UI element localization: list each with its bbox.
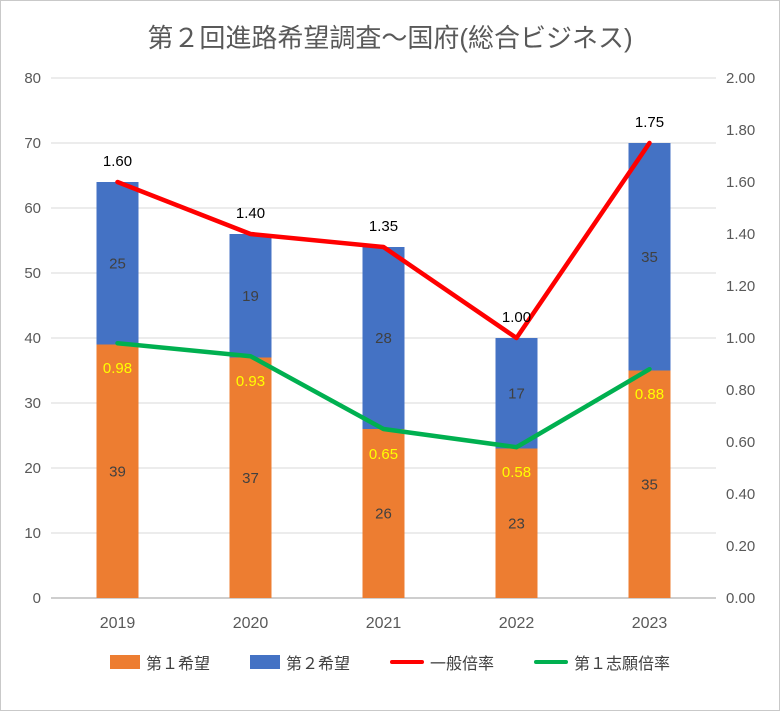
bar-data-label: 39 xyxy=(109,463,126,480)
line-data-label: 1.35 xyxy=(369,218,398,235)
bar-data-label: 19 xyxy=(242,288,259,305)
right-axis-tick-label: 0.00 xyxy=(726,590,755,607)
left-axis-tick-label: 0 xyxy=(33,590,41,607)
bar-data-label: 28 xyxy=(375,330,392,347)
right-axis-tick-label: 0.40 xyxy=(726,486,755,503)
category-axis-label: 2023 xyxy=(632,615,668,632)
line-data-label: 0.58 xyxy=(502,464,531,481)
bar-segment xyxy=(229,234,272,358)
legend-label-second-choice: 第２希望 xyxy=(285,656,350,673)
legend-swatch-line-green xyxy=(534,660,569,664)
legend-swatch-bar-blue xyxy=(249,655,280,669)
bar-data-label: 26 xyxy=(375,506,392,523)
bar-segment xyxy=(362,247,405,429)
right-axis-tick-label: 2.00 xyxy=(726,70,755,87)
combo-chart-plot-area: 0 10 20 30 40 50 60 70 80 0.00 0.20 0.40 0.60 0.80 1.0… xyxy=(24,70,755,632)
bar-segment xyxy=(495,338,538,449)
bar-segment xyxy=(628,143,671,371)
bar-data-label: 35 xyxy=(641,476,658,493)
chart-legend: 第１希望 第２希望 一般倍率 第１志願倍率 xyxy=(1,650,779,674)
left-axis-tick-label: 60 xyxy=(24,200,41,217)
line-data-label: 0.93 xyxy=(236,373,265,390)
line-data-label: 1.40 xyxy=(236,205,265,222)
bar-data-label: 17 xyxy=(508,385,525,402)
legend-item-first-application-ratio: 第１志願倍率 xyxy=(534,650,670,674)
bar-data-label: 37 xyxy=(242,470,259,487)
legend-label-first-choice: 第１希望 xyxy=(145,656,210,673)
right-axis-tick-label: 1.20 xyxy=(726,278,755,295)
left-axis-tick-label: 20 xyxy=(24,460,41,477)
legend-item-first-choice: 第１希望 xyxy=(109,650,210,674)
line-data-label: 1.00 xyxy=(502,309,531,326)
left-axis-tick-label: 30 xyxy=(24,395,41,412)
bar-segment xyxy=(96,182,139,345)
right-axis-tick-label: 0.60 xyxy=(726,434,755,451)
bar-segment xyxy=(96,344,139,598)
legend-label-general-ratio: 一般倍率 xyxy=(430,656,495,673)
chart-title: 第２回進路希望調査～国府(総合ビジネス) xyxy=(147,23,633,53)
right-axis-tick-label: 0.20 xyxy=(726,538,755,555)
line-data-label: 0.88 xyxy=(635,386,664,403)
bar-data-label: 25 xyxy=(109,255,126,272)
legend-item-general-ratio: 一般倍率 xyxy=(390,650,494,674)
bar-segment xyxy=(229,357,272,598)
legend-swatch-line-red xyxy=(390,660,424,664)
bar-data-label: 23 xyxy=(508,515,525,532)
left-axis-tick-label: 10 xyxy=(24,525,41,542)
left-axis-tick-label: 70 xyxy=(24,135,41,152)
legend-label-first-application-ratio: 第１志願倍率 xyxy=(574,656,671,673)
category-axis-label: 2019 xyxy=(100,615,136,632)
right-axis-tick-label: 1.80 xyxy=(726,122,755,139)
legend-swatch-bar-orange xyxy=(109,655,140,669)
bar-segment xyxy=(495,448,538,598)
line-data-label: 1.60 xyxy=(103,153,132,170)
bar-segment xyxy=(362,429,405,598)
category-axis-label: 2020 xyxy=(233,615,269,632)
line-series xyxy=(115,340,652,450)
line-data-label: 0.65 xyxy=(369,446,398,463)
line-data-label: 1.75 xyxy=(635,114,664,131)
left-axis-tick-label: 40 xyxy=(24,330,41,347)
left-axis-tick-label: 80 xyxy=(24,70,41,87)
right-axis-tick-label: 0.80 xyxy=(726,382,755,399)
right-axis-tick-label: 1.40 xyxy=(726,226,755,243)
category-axis-label: 2021 xyxy=(366,615,402,632)
right-axis-tick-label: 1.60 xyxy=(726,174,755,191)
bar-data-label: 35 xyxy=(641,249,658,266)
legend-item-second-choice: 第２希望 xyxy=(249,650,350,674)
right-axis-tick-label: 1.00 xyxy=(726,330,755,347)
left-axis-tick-label: 50 xyxy=(24,265,41,282)
bar-segment xyxy=(628,370,671,598)
line-data-label: 0.98 xyxy=(103,360,132,377)
category-axis-label: 2022 xyxy=(499,615,535,632)
line-series xyxy=(115,140,652,341)
